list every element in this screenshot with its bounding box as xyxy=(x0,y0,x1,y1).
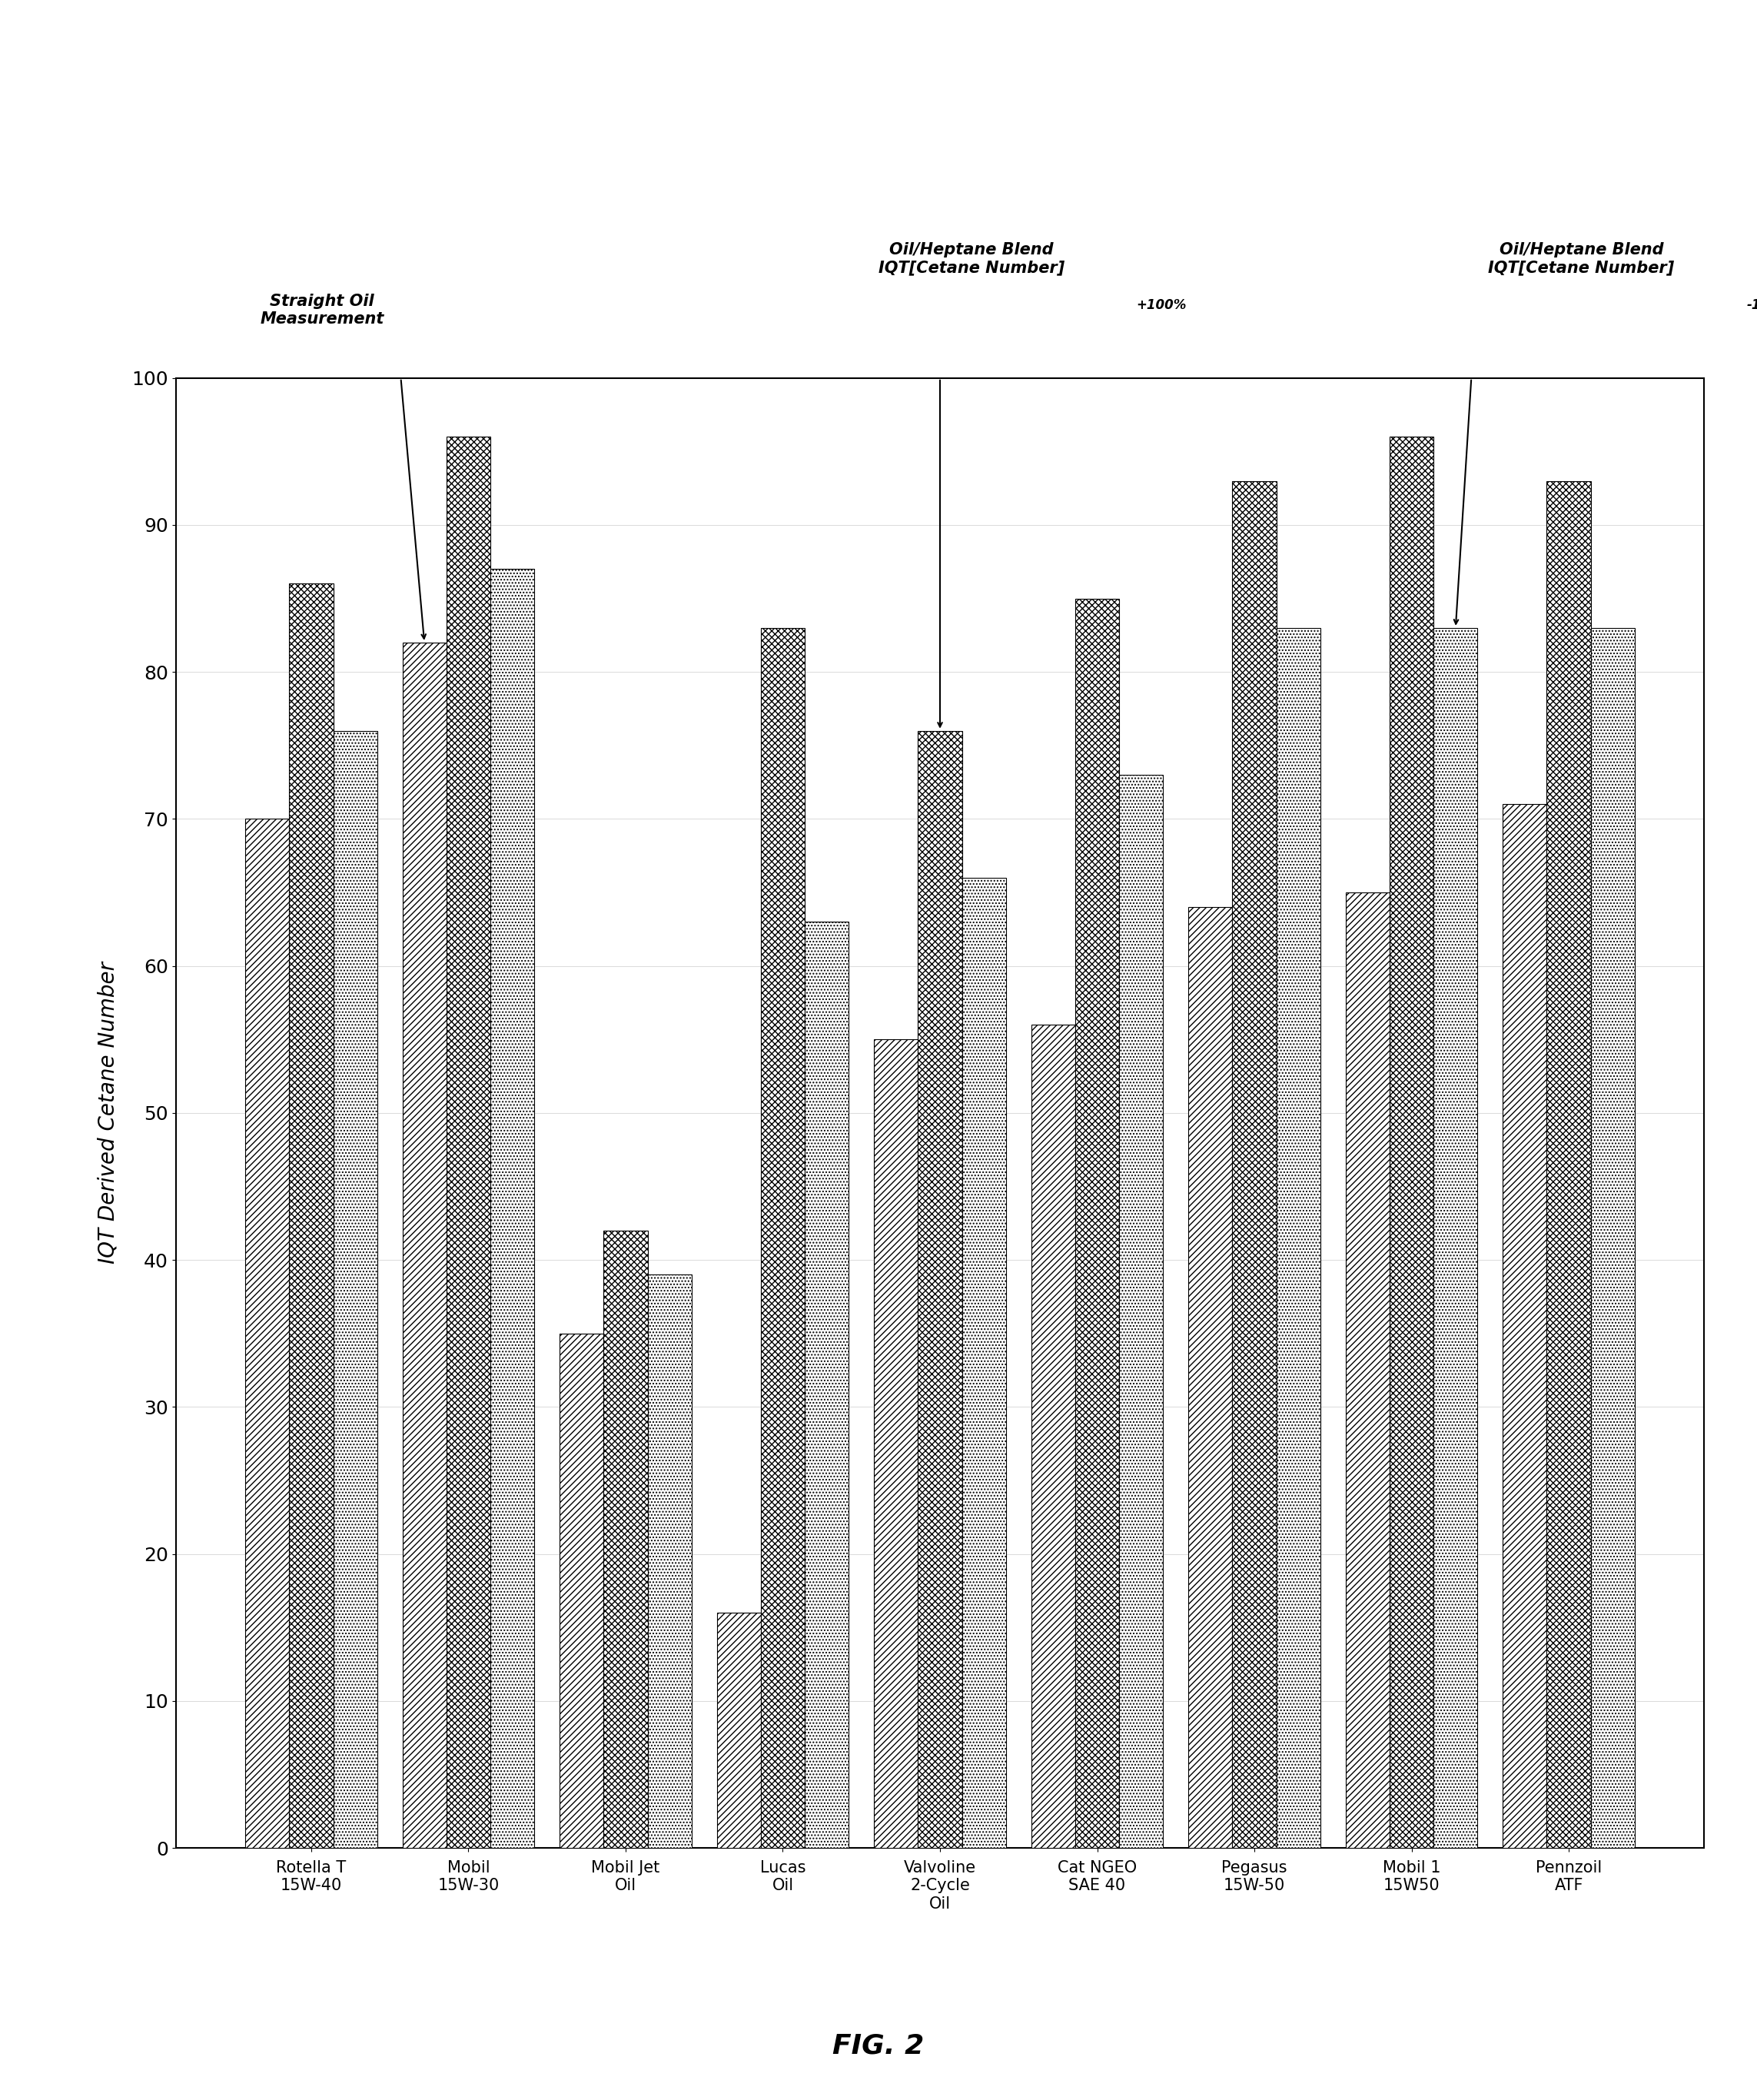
Text: FIG. 2: FIG. 2 xyxy=(833,2033,924,2060)
Bar xyxy=(290,584,334,1848)
Bar xyxy=(1390,437,1434,1848)
Bar xyxy=(1502,804,1546,1848)
Text: Straight Oil
Measurement: Straight Oil Measurement xyxy=(260,294,385,326)
Bar xyxy=(1434,628,1478,1848)
Bar xyxy=(717,1613,761,1848)
Y-axis label: IQT Derived Cetane Number: IQT Derived Cetane Number xyxy=(97,962,119,1264)
Bar xyxy=(805,922,849,1848)
Bar xyxy=(917,731,963,1848)
Bar xyxy=(246,819,290,1848)
Bar xyxy=(1031,1025,1075,1848)
Text: +100%: +100% xyxy=(1137,298,1186,313)
Text: Oil/Heptane Blend
IQT[Cetane Number]: Oil/Heptane Blend IQT[Cetane Number] xyxy=(878,242,1065,275)
Bar xyxy=(1276,628,1321,1848)
Bar xyxy=(761,628,805,1848)
Bar xyxy=(648,1275,692,1848)
Bar xyxy=(490,569,534,1848)
Bar xyxy=(1119,775,1163,1848)
Bar xyxy=(1232,481,1276,1848)
Bar xyxy=(402,643,446,1848)
Bar xyxy=(1188,907,1232,1848)
Bar xyxy=(873,1040,917,1848)
Bar xyxy=(1075,598,1119,1848)
Bar xyxy=(1546,481,1590,1848)
Text: -100%: -100% xyxy=(1746,298,1757,313)
Bar xyxy=(1590,628,1634,1848)
Bar xyxy=(1346,892,1390,1848)
Bar xyxy=(559,1334,604,1848)
Bar xyxy=(604,1231,648,1848)
Bar xyxy=(334,731,378,1848)
Bar xyxy=(963,878,1007,1848)
Bar xyxy=(446,437,490,1848)
Text: Oil/Heptane Blend
IQT[Cetane Number]: Oil/Heptane Blend IQT[Cetane Number] xyxy=(1488,242,1674,275)
